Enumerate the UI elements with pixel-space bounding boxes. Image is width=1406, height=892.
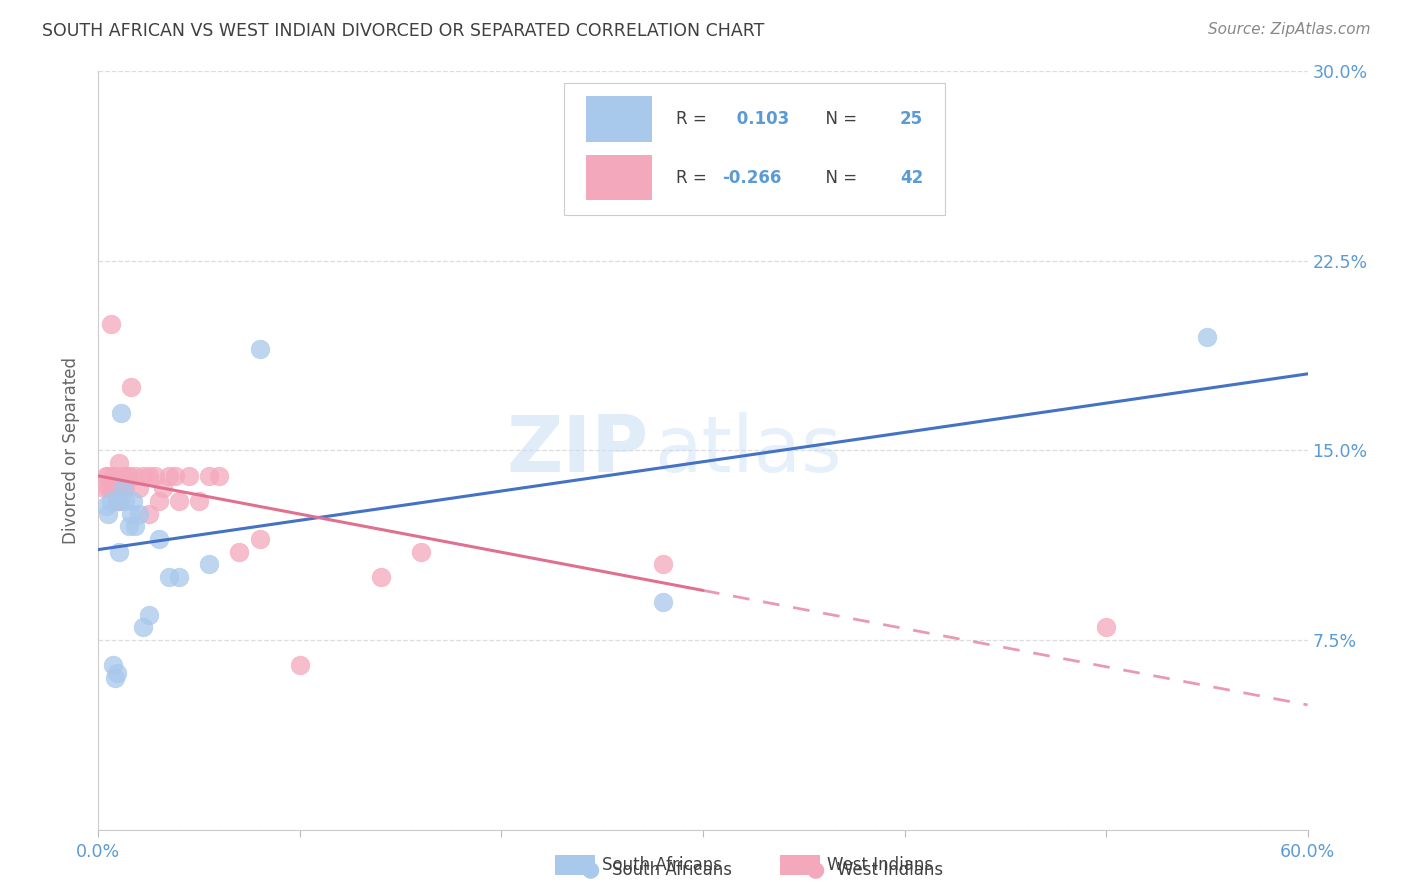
Text: R =: R = bbox=[676, 169, 713, 186]
Point bbox=[132, 620, 155, 634]
Point bbox=[167, 494, 190, 508]
Point bbox=[111, 468, 134, 483]
Point bbox=[115, 468, 138, 483]
Point bbox=[96, 468, 118, 483]
Point bbox=[157, 570, 180, 584]
FancyBboxPatch shape bbox=[586, 155, 652, 201]
Point bbox=[110, 405, 132, 420]
Text: South Africans: South Africans bbox=[612, 861, 731, 879]
Point bbox=[105, 494, 128, 508]
Text: 42: 42 bbox=[900, 169, 924, 186]
Point bbox=[110, 482, 132, 496]
Point bbox=[148, 532, 170, 546]
Point bbox=[651, 557, 673, 572]
Point bbox=[163, 468, 186, 483]
Point bbox=[103, 468, 125, 483]
Point bbox=[208, 468, 231, 483]
Point bbox=[114, 494, 136, 508]
Point bbox=[96, 499, 118, 513]
Point bbox=[138, 507, 160, 521]
Text: N =: N = bbox=[815, 110, 863, 128]
Point bbox=[167, 570, 190, 584]
Point bbox=[114, 482, 136, 496]
Text: 0.103: 0.103 bbox=[731, 110, 789, 128]
Point bbox=[409, 544, 432, 558]
Point bbox=[188, 494, 211, 508]
Point bbox=[97, 468, 120, 483]
Text: South Africans: South Africans bbox=[602, 856, 721, 874]
Point bbox=[107, 494, 129, 508]
Point bbox=[107, 482, 129, 496]
Text: R =: R = bbox=[676, 110, 713, 128]
Point bbox=[121, 494, 143, 508]
Point bbox=[105, 665, 128, 680]
Point bbox=[118, 468, 141, 483]
Point bbox=[1095, 620, 1118, 634]
Y-axis label: Divorced or Separated: Divorced or Separated bbox=[62, 357, 80, 544]
Point bbox=[103, 671, 125, 685]
Point bbox=[138, 607, 160, 622]
Point bbox=[1195, 330, 1218, 344]
Point bbox=[100, 317, 122, 331]
Text: ZIP: ZIP bbox=[506, 412, 648, 489]
Point bbox=[124, 468, 146, 483]
Text: N =: N = bbox=[815, 169, 863, 186]
Point bbox=[143, 468, 166, 483]
Text: ●: ● bbox=[581, 860, 600, 880]
Point bbox=[103, 482, 125, 496]
Point bbox=[120, 507, 142, 521]
Point bbox=[97, 507, 120, 521]
Point bbox=[93, 482, 115, 496]
Text: Source: ZipAtlas.com: Source: ZipAtlas.com bbox=[1208, 22, 1371, 37]
Text: SOUTH AFRICAN VS WEST INDIAN DIVORCED OR SEPARATED CORRELATION CHART: SOUTH AFRICAN VS WEST INDIAN DIVORCED OR… bbox=[42, 22, 765, 40]
Point bbox=[152, 482, 174, 496]
Point bbox=[128, 507, 150, 521]
Point bbox=[101, 658, 124, 673]
Point bbox=[101, 482, 124, 496]
Point bbox=[179, 468, 201, 483]
Text: West Indians: West Indians bbox=[837, 861, 942, 879]
Text: atlas: atlas bbox=[655, 412, 842, 489]
Point bbox=[107, 494, 129, 508]
Text: -0.266: -0.266 bbox=[723, 169, 782, 186]
Point bbox=[107, 544, 129, 558]
Point bbox=[97, 482, 120, 496]
Point bbox=[370, 570, 392, 584]
Point bbox=[249, 343, 271, 357]
Point bbox=[198, 557, 221, 572]
Point bbox=[124, 519, 146, 533]
Point bbox=[198, 468, 221, 483]
Text: ●: ● bbox=[806, 860, 825, 880]
Point bbox=[138, 468, 160, 483]
Point bbox=[288, 658, 311, 673]
FancyBboxPatch shape bbox=[586, 96, 652, 142]
Point bbox=[107, 456, 129, 470]
Point bbox=[118, 519, 141, 533]
Point bbox=[249, 532, 271, 546]
Point bbox=[128, 482, 150, 496]
Point bbox=[120, 380, 142, 394]
Point bbox=[111, 482, 134, 496]
Point bbox=[148, 494, 170, 508]
Point bbox=[100, 482, 122, 496]
Text: West Indians: West Indians bbox=[827, 856, 932, 874]
FancyBboxPatch shape bbox=[564, 83, 945, 216]
Point bbox=[101, 468, 124, 483]
Point bbox=[100, 494, 122, 508]
Point bbox=[228, 544, 250, 558]
Text: 25: 25 bbox=[900, 110, 924, 128]
Point bbox=[132, 468, 155, 483]
Point bbox=[157, 468, 180, 483]
Point bbox=[651, 595, 673, 609]
